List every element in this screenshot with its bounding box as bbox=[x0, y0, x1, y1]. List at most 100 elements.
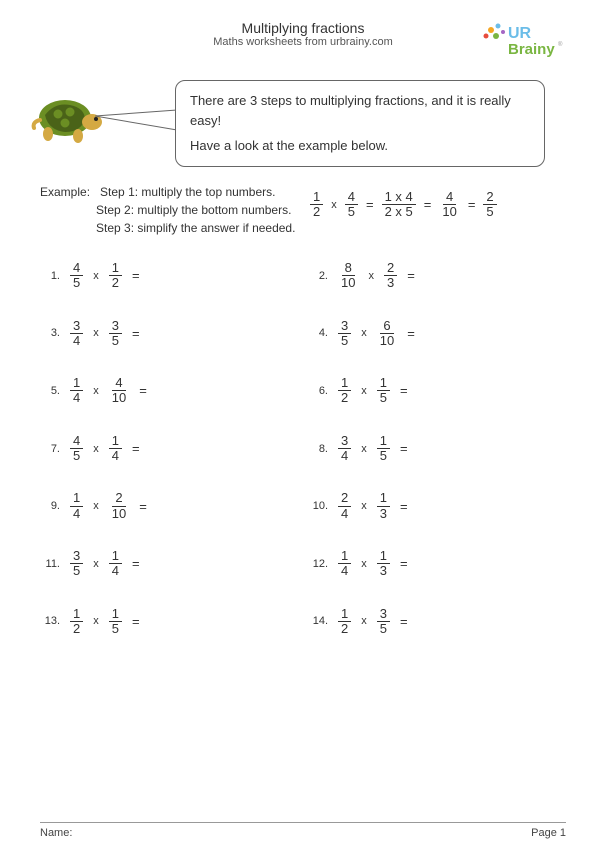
multiply-sign: x bbox=[361, 558, 367, 570]
problem-frac-1: 12 bbox=[338, 607, 351, 637]
problem-frac-1: 35 bbox=[338, 319, 351, 349]
problem-row: 14.12x35= bbox=[308, 607, 566, 637]
multiply-sign: x bbox=[368, 270, 374, 282]
problem-number: 14. bbox=[308, 615, 328, 627]
multiply-sign: x bbox=[361, 443, 367, 455]
equals-sign: = bbox=[132, 268, 140, 283]
svg-text:UR: UR bbox=[508, 25, 532, 42]
example-label: Example: bbox=[40, 185, 90, 199]
example-step-3: Step 3: simplify the answer if needed. bbox=[40, 221, 295, 235]
problem-number: 2. bbox=[308, 270, 328, 282]
equals-sign: = bbox=[424, 197, 432, 212]
problem-number: 12. bbox=[308, 558, 328, 570]
header: Multiplying fractions Maths worksheets f… bbox=[40, 20, 566, 70]
problem-frac-2: 14 bbox=[109, 549, 122, 579]
equals-sign: = bbox=[132, 441, 140, 456]
problem-frac-2: 23 bbox=[384, 261, 397, 291]
problem-number: 1. bbox=[40, 270, 60, 282]
problem-row: 13. 12 x 15 = bbox=[40, 607, 298, 637]
problem-frac-2: 210 bbox=[109, 491, 129, 521]
equals-sign: = bbox=[366, 197, 374, 212]
problem-frac-1: 14 bbox=[70, 376, 83, 406]
problem-row: 1.45x12= bbox=[40, 261, 298, 291]
problem-row: 6.12x15= bbox=[308, 376, 566, 406]
problem-frac-2: 15 bbox=[377, 376, 390, 406]
problem-frac-1: 34 bbox=[70, 319, 83, 349]
multiply-sign: x bbox=[93, 270, 99, 282]
problem-frac-1: 12 bbox=[338, 376, 351, 406]
problem-frac-2: 15 bbox=[109, 607, 122, 637]
problem-frac-1: 35 bbox=[70, 549, 83, 579]
problem-number: 5. bbox=[40, 385, 60, 397]
equals-sign: = bbox=[132, 326, 140, 341]
problem-frac-2: 13 bbox=[377, 491, 390, 521]
example-block: Example: Step 1: multiply the top number… bbox=[40, 185, 566, 239]
problem-row: 8.34x15= bbox=[308, 434, 566, 464]
equals-sign: = bbox=[407, 268, 415, 283]
problem-frac-1: 24 bbox=[338, 491, 351, 521]
problem-row: 2. 810 x 23 = bbox=[308, 261, 566, 291]
equals-sign: = bbox=[468, 197, 476, 212]
problem-row: 4. 35 x 610 = bbox=[308, 319, 566, 349]
example-frac-5: 2 5 bbox=[483, 190, 496, 220]
example-steps: Example: Step 1: multiply the top number… bbox=[40, 185, 295, 239]
problem-row: 9. 14 x 210 = bbox=[40, 491, 298, 521]
equals-sign: = bbox=[132, 556, 140, 571]
problem-row: 12.14x13= bbox=[308, 549, 566, 579]
equals-sign: = bbox=[400, 614, 408, 629]
example-step-1: Step 1: multiply the top numbers. bbox=[100, 185, 275, 199]
svg-text:®: ® bbox=[558, 41, 563, 48]
problem-row: 11.35x14= bbox=[40, 549, 298, 579]
multiply-sign: x bbox=[93, 615, 99, 627]
problem-number: 3. bbox=[40, 327, 60, 339]
problem-frac-2: 610 bbox=[377, 319, 397, 349]
problem-number: 10. bbox=[308, 500, 328, 512]
speech-line-1: There are 3 steps to multiplying fractio… bbox=[190, 91, 530, 130]
page-number: Page 1 bbox=[531, 827, 566, 839]
problem-number: 8. bbox=[308, 443, 328, 455]
multiply-sign: x bbox=[93, 385, 99, 397]
multiply-sign: x bbox=[361, 327, 367, 339]
problem-frac-1: 12 bbox=[70, 607, 83, 637]
speech-line-2: Have a look at the example below. bbox=[190, 136, 530, 156]
example-equation: 1 2 x 4 5 = 1 x 4 2 x 5 = 4 10 = 2 5 bbox=[310, 190, 497, 220]
multiply-sign: x bbox=[93, 558, 99, 570]
urbrainy-logo: UR Brainy ® bbox=[476, 20, 566, 60]
multiply-sign: x bbox=[361, 615, 367, 627]
example-frac-3: 1 x 4 2 x 5 bbox=[382, 190, 416, 220]
problem-number: 9. bbox=[40, 500, 60, 512]
problem-frac-2: 410 bbox=[109, 376, 129, 406]
problem-frac-2: 14 bbox=[109, 434, 122, 464]
problem-frac-1: 14 bbox=[338, 549, 351, 579]
problem-frac-1: 14 bbox=[70, 491, 83, 521]
problem-number: 7. bbox=[40, 443, 60, 455]
problem-row: 7.45x14= bbox=[40, 434, 298, 464]
footer: Name: Page 1 bbox=[40, 822, 566, 839]
problem-row: 3.34x35= bbox=[40, 319, 298, 349]
equals-sign: = bbox=[132, 614, 140, 629]
problem-number: 4. bbox=[308, 327, 328, 339]
multiply-sign: x bbox=[361, 385, 367, 397]
multiply-sign: x bbox=[93, 327, 99, 339]
equals-sign: = bbox=[400, 383, 408, 398]
example-frac-4: 4 10 bbox=[439, 190, 459, 220]
problem-frac-2: 12 bbox=[109, 261, 122, 291]
problem-frac-1: 810 bbox=[338, 261, 358, 291]
name-label: Name: bbox=[40, 827, 72, 839]
multiply-sign: x bbox=[331, 199, 337, 211]
speech-bubble: There are 3 steps to multiplying fractio… bbox=[175, 80, 545, 167]
multiply-sign: x bbox=[93, 500, 99, 512]
equals-sign: = bbox=[139, 499, 147, 514]
problem-frac-1: 34 bbox=[338, 434, 351, 464]
equals-sign: = bbox=[139, 383, 147, 398]
problem-frac-2: 13 bbox=[377, 549, 390, 579]
equals-sign: = bbox=[400, 499, 408, 514]
example-frac-1: 1 2 bbox=[310, 190, 323, 220]
problem-number: 13. bbox=[40, 615, 60, 627]
multiply-sign: x bbox=[361, 500, 367, 512]
problems-grid: 1.45x12=2.810x23=3.34x35=4.35x610=5.14x4… bbox=[40, 261, 566, 636]
speech-section: There are 3 steps to multiplying fractio… bbox=[40, 80, 566, 170]
problem-row: 10. 24 x 13 = bbox=[308, 491, 566, 521]
equals-sign: = bbox=[407, 326, 415, 341]
problem-frac-1: 45 bbox=[70, 434, 83, 464]
